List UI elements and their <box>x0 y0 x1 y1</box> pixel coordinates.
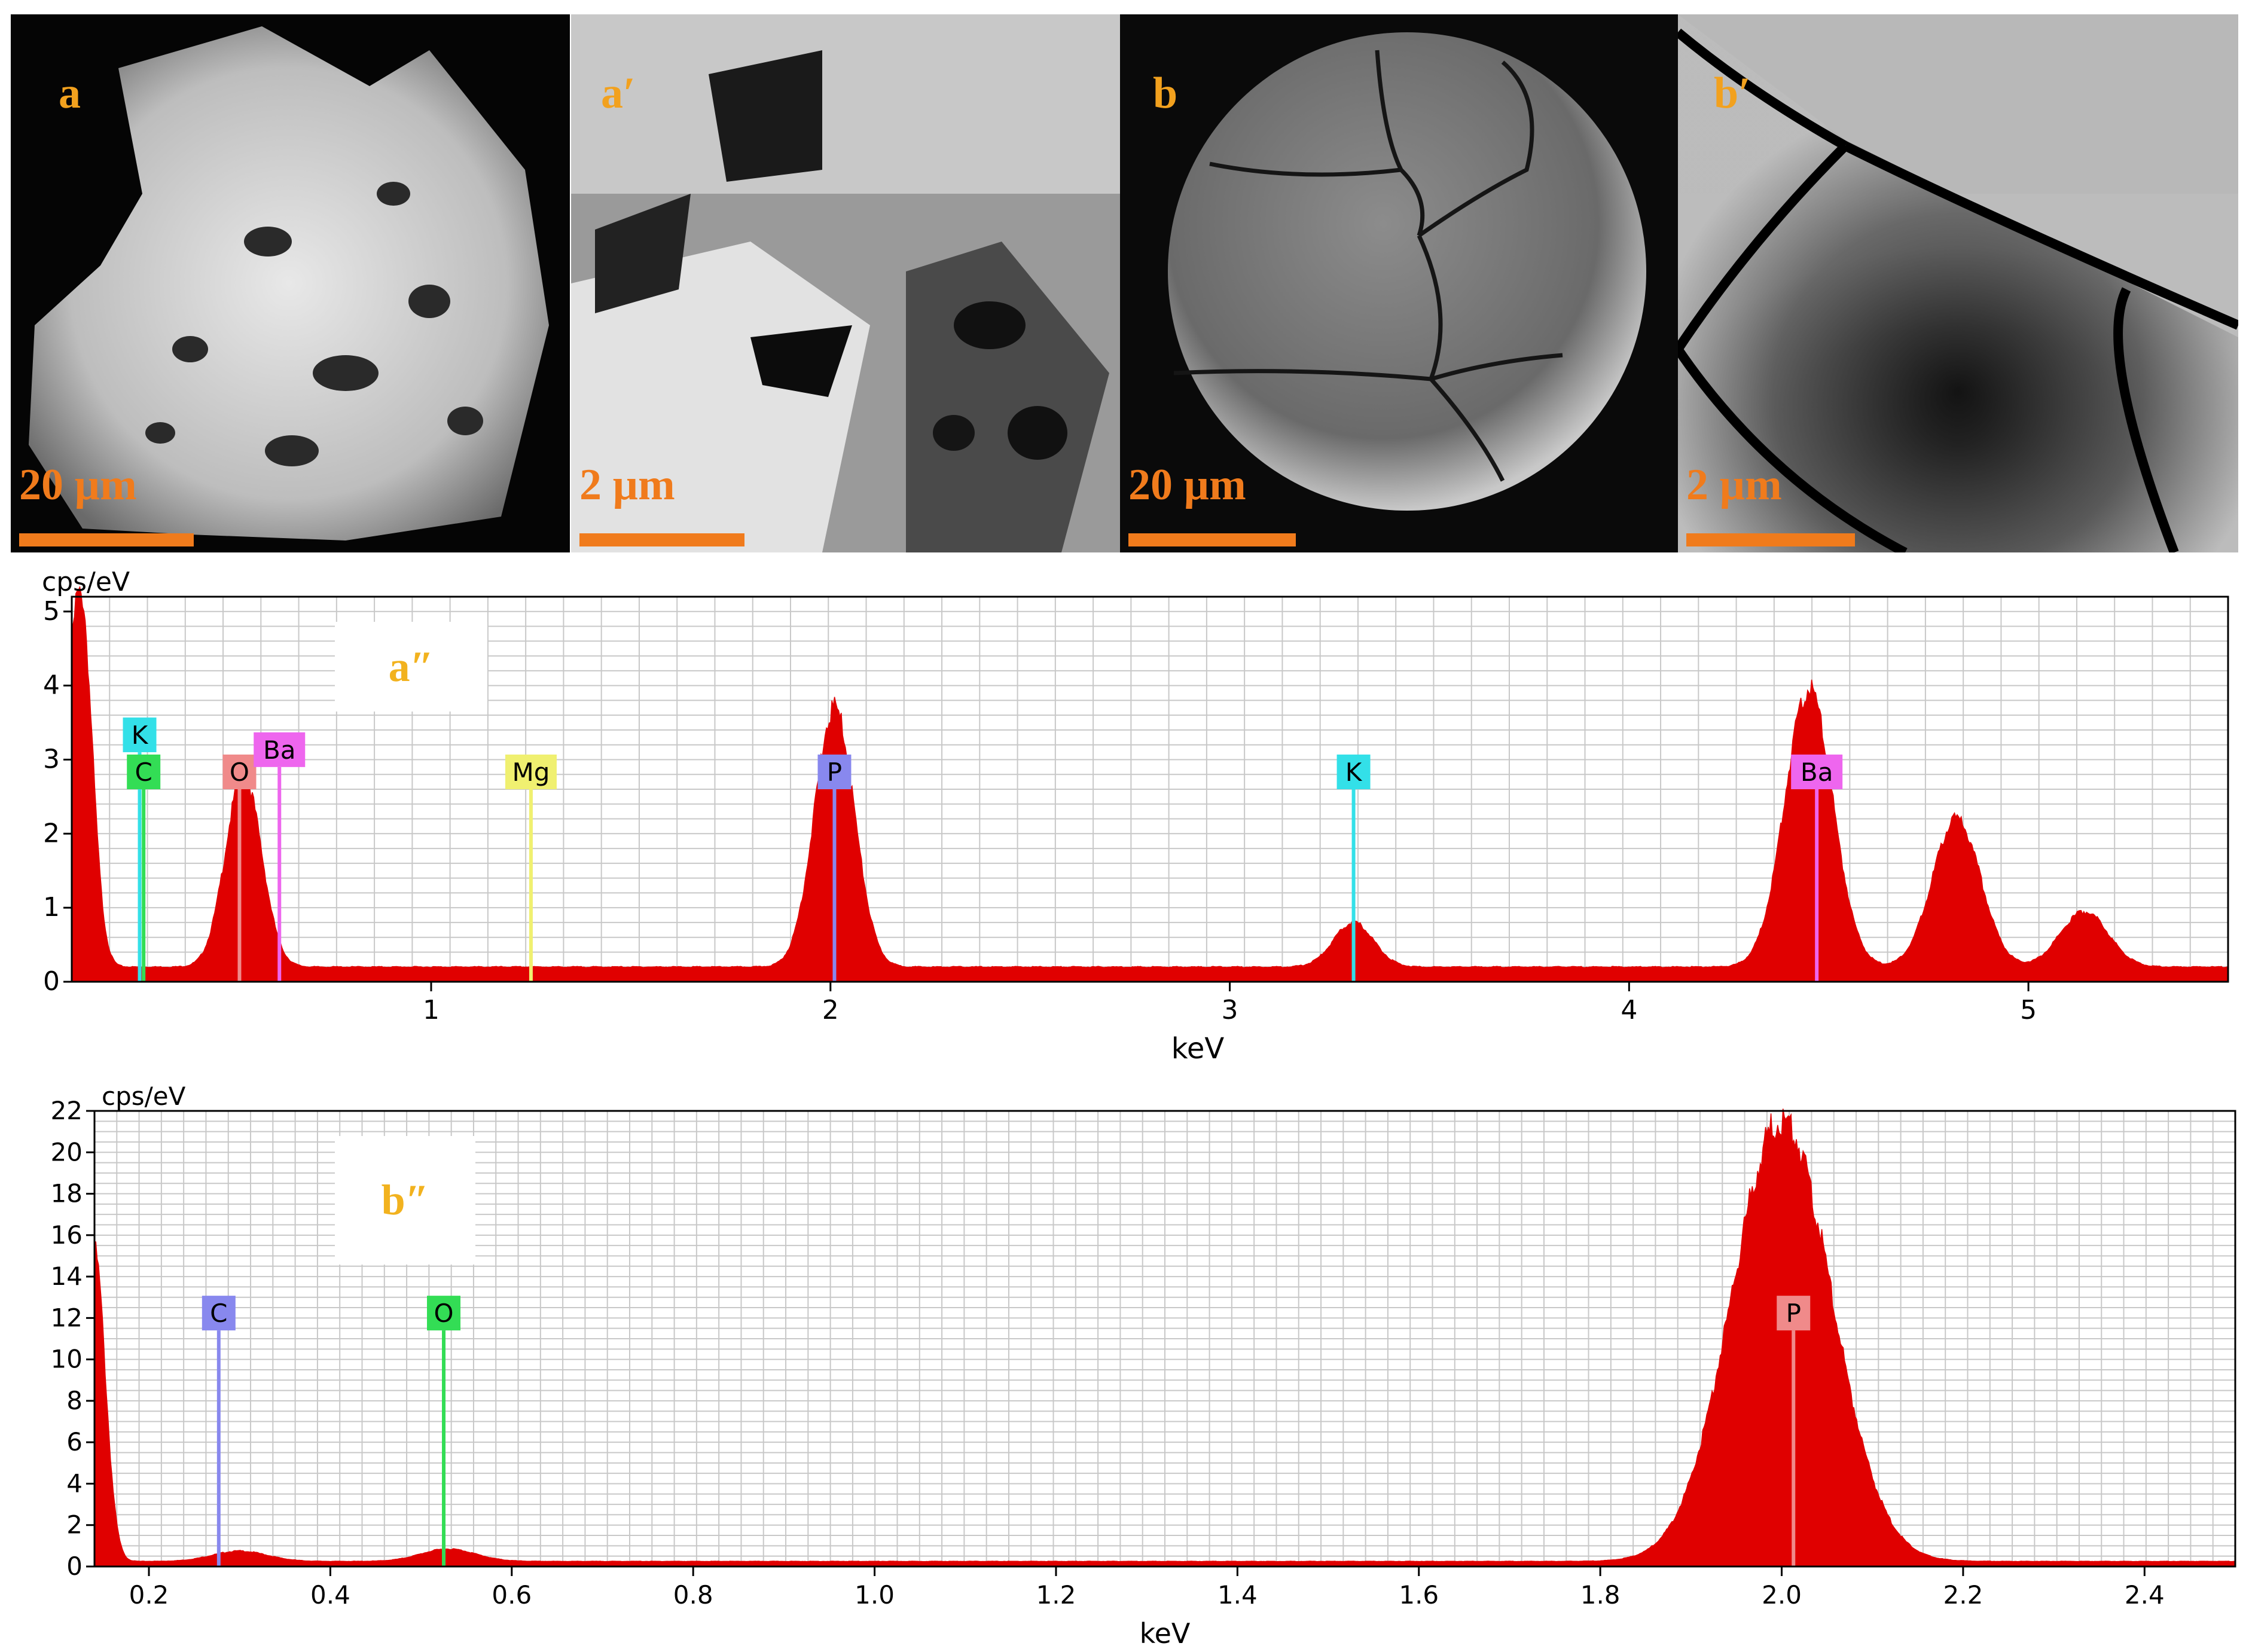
element-marker-label: K <box>1345 758 1363 787</box>
x-tick-label: 1.0 <box>855 1580 895 1610</box>
x-tick-label: 1.4 <box>1217 1580 1258 1610</box>
y-axis-label: cps/eV <box>102 1082 186 1111</box>
y-tick-label: 10 <box>51 1345 83 1374</box>
sem-image-a-prime <box>571 14 1120 552</box>
scale-bar-a-prime <box>579 533 744 546</box>
panel-letter-a-prime: a′ <box>601 69 636 118</box>
element-marker-box <box>817 755 852 789</box>
y-tick-label: 1 <box>43 892 60 923</box>
sem-panel-b-prime: b′ 2 µm <box>1678 14 2238 552</box>
element-marker-box <box>123 717 157 753</box>
x-tick-label: 1.6 <box>1399 1580 1439 1610</box>
x-tick-label: 2.2 <box>1943 1580 1983 1610</box>
element-marker-box <box>505 755 557 789</box>
x-tick-label: 2.0 <box>1762 1580 1802 1610</box>
spectrum-trace <box>94 1109 2236 1567</box>
x-tick-label: 1.2 <box>1036 1580 1076 1610</box>
spectrum-label-a-double-prime: a″ <box>335 622 487 712</box>
x-axis-label: keV <box>1171 1032 1225 1065</box>
x-tick-label: 5 <box>2020 995 2037 1025</box>
element-marker-label: P <box>1786 1299 1801 1328</box>
y-axis-label: cps/eV <box>42 567 130 597</box>
sem-image-b-prime <box>1678 14 2238 552</box>
x-tick-label: 1.8 <box>1580 1580 1621 1610</box>
element-marker-box <box>127 755 161 789</box>
x-tick-label: 0.2 <box>129 1580 169 1610</box>
x-tick-label: 2.4 <box>2125 1580 2165 1610</box>
element-marker-box <box>254 732 306 767</box>
spectrum-b-double-prime-plot: C O P 0 2 4 6 8 10 12 14 16 18 20 22 0.2 0.4 0.6 0.8 1.0 1.2… <box>51 1082 2236 1650</box>
element-marker-label: Mg <box>512 758 550 787</box>
x-tick-label: 0.6 <box>492 1580 532 1610</box>
y-tick-label: 2 <box>43 818 60 848</box>
spectrum-a-double-prime: K C O Ba Mg P K Ba 0 1 2 3 4 5 1 2 3 4 5 cps/eV keV a″ <box>0 556 2249 1082</box>
y-tick-label: 18 <box>51 1179 83 1208</box>
element-marker-box <box>202 1296 236 1331</box>
element-marker-box <box>1777 1296 1811 1331</box>
scale-bar-b <box>1128 533 1296 546</box>
axes-frame <box>71 596 2229 983</box>
element-marker-box <box>427 1296 461 1331</box>
sem-panel-a: a 20 µm <box>11 14 570 552</box>
x-tick-label: 1 <box>423 995 440 1025</box>
element-marker-label: C <box>210 1299 227 1328</box>
element-marker-label: C <box>135 758 152 787</box>
spectrum-label-b-double-prime: b″ <box>335 1136 475 1265</box>
x-tick-label: 0.4 <box>310 1580 350 1610</box>
y-tick-label: 20 <box>51 1137 83 1167</box>
y-tick-label: 12 <box>51 1303 83 1332</box>
y-tick-label: 5 <box>43 596 60 627</box>
scale-label-a-prime: 2 µm <box>579 460 675 509</box>
y-tick-label: 22 <box>51 1096 83 1125</box>
sem-panel-b: b 20 µm <box>1120 14 1678 552</box>
element-marker-box <box>1336 755 1371 789</box>
y-tick-label: 3 <box>43 744 60 774</box>
panel-letter-b-prime: b′ <box>1714 69 1751 118</box>
scale-label-a: 20 µm <box>19 460 137 509</box>
axes-frame <box>93 1110 2236 1568</box>
sem-image-a <box>11 14 570 552</box>
scale-bar-a <box>19 533 194 546</box>
element-marker-label: K <box>132 720 149 750</box>
x-tick-label: 3 <box>1222 995 1238 1025</box>
spectrum-b-double-prime: C O P 0 2 4 6 8 10 12 14 16 18 20 22 0.2 0.4 0.6 0.8 1.0 1.2… <box>0 1082 2249 1652</box>
y-tick-label: 0 <box>43 966 60 997</box>
x-tick-label: 2 <box>822 995 839 1025</box>
x-tick-label: 4 <box>1621 995 1637 1025</box>
sem-image-b <box>1120 14 1678 552</box>
x-tick-label: 0.8 <box>673 1580 713 1610</box>
y-tick-label: 6 <box>66 1427 83 1456</box>
element-marker-box <box>222 755 257 789</box>
sem-panel-a-prime: a′ 2 µm <box>571 14 1120 552</box>
element-marker-box <box>1791 755 1843 789</box>
y-tick-label: 16 <box>51 1220 83 1250</box>
element-marker-label: Ba <box>1801 758 1833 787</box>
scale-label-b-prime: 2 µm <box>1686 460 1782 509</box>
y-tick-label: 8 <box>66 1386 83 1415</box>
panel-letter-a: a <box>59 69 81 118</box>
element-marker-label: O <box>230 758 249 787</box>
element-marker-label: P <box>827 758 842 787</box>
scale-bar-b-prime <box>1686 533 1855 546</box>
x-axis-label: keV <box>1140 1617 1191 1650</box>
scale-label-b: 20 µm <box>1128 460 1246 509</box>
grid <box>72 597 2228 982</box>
element-marker-label: O <box>434 1299 453 1328</box>
y-tick-label: 4 <box>43 670 60 701</box>
y-tick-label: 0 <box>66 1552 83 1581</box>
y-tick-label: 2 <box>66 1510 83 1540</box>
element-marker-label: Ba <box>263 735 296 765</box>
panel-letter-b: b <box>1153 69 1178 118</box>
y-tick-label: 4 <box>66 1468 83 1498</box>
y-tick-label: 14 <box>51 1262 83 1291</box>
